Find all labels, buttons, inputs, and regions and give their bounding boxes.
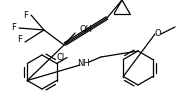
Text: Cl: Cl <box>57 53 65 62</box>
Text: F: F <box>17 35 22 45</box>
Text: NH: NH <box>78 58 90 68</box>
Text: OH: OH <box>80 26 93 35</box>
Text: F: F <box>11 24 16 33</box>
Text: F: F <box>23 12 28 20</box>
Text: O: O <box>155 30 161 39</box>
